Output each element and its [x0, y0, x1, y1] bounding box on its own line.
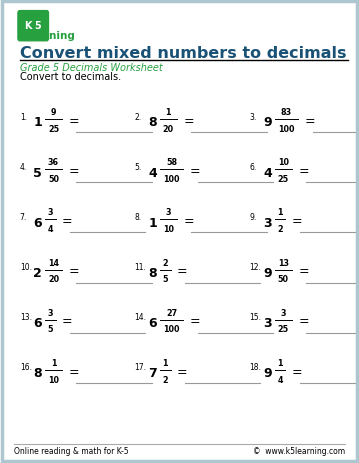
Text: 9: 9: [263, 116, 272, 129]
Text: 100: 100: [278, 125, 295, 134]
Text: 13: 13: [278, 258, 289, 267]
Text: 8: 8: [148, 266, 157, 279]
Text: 50: 50: [48, 175, 59, 184]
Text: 6: 6: [148, 316, 157, 329]
Text: 4: 4: [148, 166, 157, 179]
Text: Convert mixed numbers to decimals: Convert mixed numbers to decimals: [20, 46, 346, 61]
Text: 5: 5: [47, 325, 53, 334]
Text: 10: 10: [163, 225, 174, 234]
Text: =: =: [62, 215, 73, 228]
Text: 2: 2: [162, 375, 168, 384]
Text: 5.: 5.: [135, 163, 142, 172]
Text: =: =: [292, 215, 303, 228]
Text: =: =: [292, 365, 303, 378]
Text: 14: 14: [48, 258, 59, 267]
Text: =: =: [298, 165, 309, 178]
Text: 8.: 8.: [135, 213, 142, 222]
Text: Grade 5 Decimals Worksheet: Grade 5 Decimals Worksheet: [20, 63, 163, 73]
Text: 6.: 6.: [250, 163, 257, 172]
Text: 7: 7: [148, 366, 157, 379]
FancyBboxPatch shape: [18, 12, 48, 42]
Text: 5: 5: [162, 275, 168, 284]
Text: 58: 58: [166, 158, 177, 167]
Text: 100: 100: [163, 175, 180, 184]
Text: 4.: 4.: [20, 163, 27, 172]
Text: K: K: [24, 21, 32, 31]
Text: 14.: 14.: [135, 313, 146, 322]
Text: 1: 1: [165, 108, 171, 117]
Text: 5: 5: [33, 166, 42, 179]
Text: 1: 1: [277, 208, 283, 217]
Text: Convert to decimals.: Convert to decimals.: [20, 71, 121, 81]
Text: =: =: [62, 315, 73, 328]
Text: =: =: [183, 115, 194, 128]
Text: 13.: 13.: [20, 313, 32, 322]
Text: 5: 5: [34, 21, 41, 31]
Text: =: =: [190, 165, 201, 178]
Text: 27: 27: [166, 308, 177, 317]
Text: 3: 3: [165, 208, 171, 217]
Text: 20: 20: [48, 275, 59, 284]
Text: =: =: [183, 215, 194, 228]
Text: =: =: [69, 115, 79, 128]
Text: 1: 1: [277, 358, 283, 367]
Text: 2: 2: [277, 225, 283, 234]
Text: Online reading & math for K-5: Online reading & math for K-5: [14, 445, 129, 455]
Text: 1.: 1.: [20, 113, 27, 122]
Text: 3.: 3.: [250, 113, 257, 122]
Text: 25: 25: [48, 125, 59, 134]
Text: ©  www.k5learning.com: © www.k5learning.com: [252, 445, 345, 455]
Text: 18.: 18.: [250, 363, 261, 372]
Text: 1: 1: [51, 358, 56, 367]
Text: 3: 3: [263, 216, 272, 229]
Text: 2: 2: [162, 258, 168, 267]
Text: 6: 6: [33, 316, 42, 329]
Text: 9: 9: [263, 366, 272, 379]
Text: 50: 50: [278, 275, 289, 284]
Text: =: =: [69, 265, 79, 278]
Text: 15.: 15.: [250, 313, 261, 322]
Text: 10: 10: [278, 158, 289, 167]
Text: 17.: 17.: [135, 363, 146, 372]
Text: 1: 1: [33, 116, 42, 129]
Text: 1: 1: [162, 358, 168, 367]
Text: 11.: 11.: [135, 263, 146, 272]
Text: 7.: 7.: [20, 213, 27, 222]
Text: 25: 25: [278, 175, 289, 184]
Text: =: =: [298, 315, 309, 328]
Text: 4: 4: [277, 375, 283, 384]
Text: =: =: [298, 265, 309, 278]
Text: 16.: 16.: [20, 363, 32, 372]
Text: 12.: 12.: [250, 263, 261, 272]
Text: =: =: [69, 365, 79, 378]
Text: 2.: 2.: [135, 113, 142, 122]
Text: 2: 2: [33, 266, 42, 279]
Text: 3: 3: [47, 208, 53, 217]
Text: 3: 3: [280, 308, 286, 317]
Text: =: =: [305, 115, 316, 128]
Text: 4: 4: [47, 225, 53, 234]
Text: 25: 25: [278, 325, 289, 334]
Text: 9: 9: [263, 266, 272, 279]
Text: 4: 4: [263, 166, 272, 179]
Text: 100: 100: [163, 325, 180, 334]
Text: 20: 20: [163, 125, 174, 134]
Text: Learning: Learning: [23, 31, 75, 41]
Text: 9.: 9.: [250, 213, 257, 222]
Text: 1: 1: [148, 216, 157, 229]
Text: 9: 9: [51, 108, 56, 117]
Text: 10: 10: [48, 375, 59, 384]
Text: =: =: [190, 315, 201, 328]
Text: 3: 3: [263, 316, 272, 329]
Text: 36: 36: [48, 158, 59, 167]
Text: 8: 8: [148, 116, 157, 129]
Text: =: =: [177, 265, 188, 278]
Text: 3: 3: [47, 308, 53, 317]
Text: 83: 83: [281, 108, 292, 117]
Text: =: =: [69, 165, 79, 178]
Text: 10.: 10.: [20, 263, 32, 272]
Text: 8: 8: [33, 366, 42, 379]
Text: 6: 6: [33, 216, 42, 229]
Text: =: =: [177, 365, 188, 378]
